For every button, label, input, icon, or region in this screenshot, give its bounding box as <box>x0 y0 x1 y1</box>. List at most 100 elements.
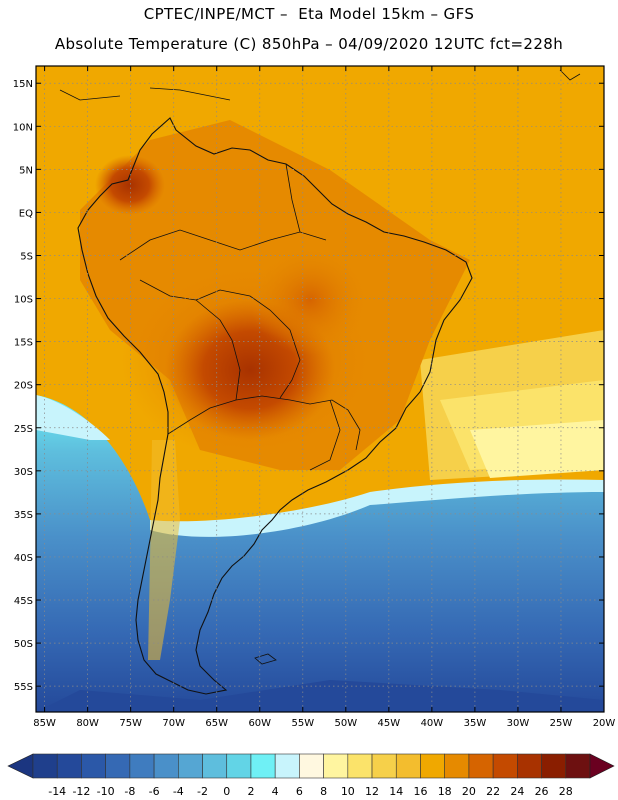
falkland-islands <box>254 653 277 665</box>
lon-label: 30W <box>507 718 530 729</box>
colorbar-label: 22 <box>486 785 500 798</box>
coldest-zone <box>36 680 604 712</box>
colorbar-label: -8 <box>124 785 135 798</box>
colorbar-label: -10 <box>97 785 115 798</box>
colorbar-cell <box>178 753 203 779</box>
lon-label: 25W <box>550 718 573 729</box>
lon-label: 80W <box>76 718 99 729</box>
lon-label: 60W <box>248 718 271 729</box>
colorbar-label: -2 <box>197 785 208 798</box>
colorbar-over-arrow <box>589 753 615 779</box>
lat-label: 15N <box>13 79 33 90</box>
colorbar-label: -14 <box>48 785 66 798</box>
heat-zone-colombia <box>95 155 165 215</box>
colorbar-cell <box>347 753 373 779</box>
lat-label: 45S <box>14 596 33 607</box>
colorbar-label: 4 <box>272 785 279 798</box>
colorbar-cell <box>565 753 591 779</box>
temperature-field <box>36 66 604 712</box>
colorbar-cell <box>226 753 252 779</box>
lon-label: 40W <box>421 718 444 729</box>
lat-label: 25S <box>14 424 33 435</box>
andes-strip <box>148 440 180 660</box>
lat-label: EQ <box>19 208 33 219</box>
lon-label: 65W <box>205 718 228 729</box>
colorbar-label: 6 <box>296 785 303 798</box>
colorbar-label: -4 <box>173 785 184 798</box>
colorbar-cell <box>444 753 470 779</box>
colorbar-cell <box>32 753 58 779</box>
lon-label: 55W <box>291 718 314 729</box>
colorbar-cell <box>250 753 276 779</box>
colorbar-cell <box>492 753 518 779</box>
lon-label: 35W <box>464 718 487 729</box>
lat-label: 40S <box>14 553 33 564</box>
lat-label: 35S <box>14 510 33 521</box>
colorbar-label: -6 <box>149 785 160 798</box>
colorbar-label: 20 <box>462 785 476 798</box>
lat-label: 10S <box>14 295 33 306</box>
colorbar-label: 26 <box>535 785 549 798</box>
colorbar-label: 0 <box>223 785 230 798</box>
map-frame <box>35 65 605 713</box>
lon-label: 50W <box>335 718 358 729</box>
title-line-1: CPTEC/INPE/MCT – Eta Model 15km – GFS <box>143 5 475 23</box>
lat-label: 20S <box>14 381 33 392</box>
lon-label: 20W <box>593 718 616 729</box>
colorbar-label: -12 <box>72 785 90 798</box>
lon-label: 45W <box>378 718 401 729</box>
colorbar-label: 14 <box>389 785 403 798</box>
graticule <box>36 66 604 712</box>
colorbar-label: 8 <box>320 785 327 798</box>
colorbar-cell <box>56 753 82 779</box>
colorbar-under-arrow <box>7 753 34 779</box>
lat-label: 15S <box>14 338 33 349</box>
latitude-labels: 15N 10N 5N EQ 5S 10S 15S 20S 25S 30S 35S 40S 45S 50S 5… <box>13 79 33 693</box>
coastline <box>77 117 473 695</box>
colorbar-label: 28 <box>559 785 573 798</box>
colorbar-label: 18 <box>438 785 452 798</box>
caribbean-islands <box>59 69 581 101</box>
country-borders <box>119 163 361 471</box>
colorbar-cell <box>371 753 397 779</box>
colorbar-label: 16 <box>413 785 427 798</box>
lat-label: 30S <box>14 467 33 478</box>
cold-edge-south <box>150 479 604 537</box>
lon-label: 85W <box>33 718 56 729</box>
lat-label: 10N <box>13 122 33 133</box>
colorbar-label: 12 <box>365 785 379 798</box>
colorbar-cell <box>202 753 228 779</box>
colorbar-cell <box>129 753 155 779</box>
colorbar-cell <box>395 753 421 779</box>
title-line-2: Absolute Temperature (C) 850hPa – 04/09/… <box>54 35 564 53</box>
cold-region <box>36 395 604 712</box>
lat-label: 5S <box>20 251 33 262</box>
lon-label: 70W <box>162 718 185 729</box>
axis-ticks <box>36 66 605 712</box>
colorbar-cell <box>105 753 131 779</box>
colorbar-cell <box>517 753 542 779</box>
longitude-labels: 85W 80W 75W 70W 65W 60W 55W 50W 45W 40W 35W 30W 25W 2… <box>33 718 615 729</box>
heat-zone-north <box>250 245 370 355</box>
colorbar-labels: -14 -12 -10 -8 -6 -4 -2 0 2 4 6 8 10 12 14 16 18 20 22 24 26… <box>48 785 573 798</box>
warm-band-pale <box>470 420 604 478</box>
colorbar-cells <box>7 753 615 779</box>
colorbar-cell <box>153 753 179 779</box>
colorbar-cell <box>541 753 567 779</box>
cold-edge-west <box>36 395 110 440</box>
lat-label: 55S <box>14 682 33 693</box>
lon-label: 75W <box>119 718 142 729</box>
lat-label: 50S <box>14 639 33 650</box>
colorbar-label: 24 <box>510 785 524 798</box>
colorbar-cell <box>420 753 445 779</box>
colorbar-label: 2 <box>247 785 254 798</box>
colorbar-cell <box>299 753 324 779</box>
colorbar-label: 10 <box>341 785 355 798</box>
colorbar-cell <box>81 753 106 779</box>
colorbar-cell <box>468 753 494 779</box>
colorbar-cell <box>323 753 349 779</box>
lat-label: 5N <box>19 165 33 176</box>
colorbar-cell <box>274 753 300 779</box>
